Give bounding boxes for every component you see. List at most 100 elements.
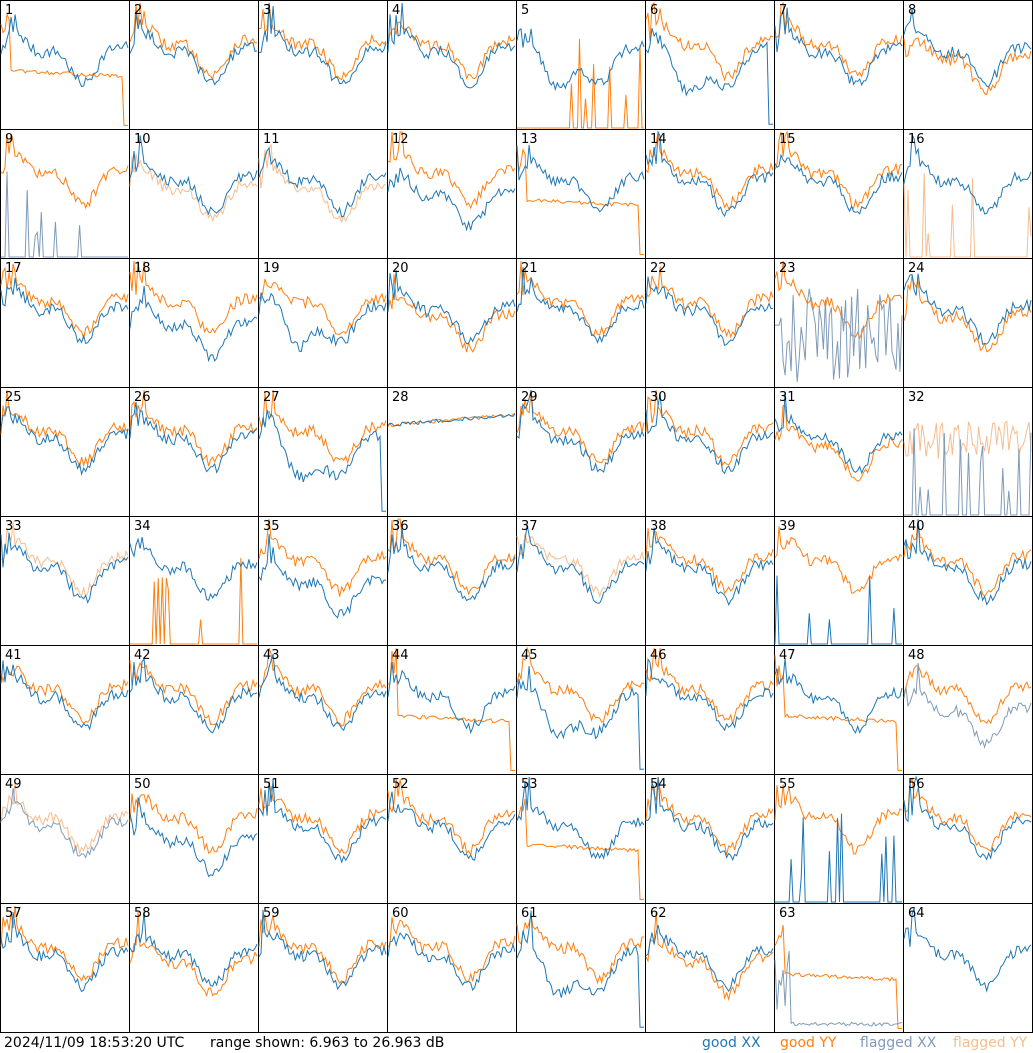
- tile-56: 56: [903, 774, 1033, 904]
- series-yy-line: [516, 533, 645, 599]
- tile-number: 11: [263, 132, 280, 147]
- tile-number: 34: [134, 519, 151, 534]
- series-xx-line: [516, 27, 645, 92]
- tile-11: 11: [258, 129, 388, 259]
- tile-number: 10: [134, 132, 151, 147]
- footer: 2024/11/09 18:53:20 UTC range shown: 6.9…: [0, 1034, 1033, 1053]
- tile-45: 45: [516, 645, 646, 775]
- series-xx-line: [0, 406, 129, 476]
- tile-23: 23: [774, 258, 904, 388]
- series-xx-line: [645, 393, 774, 475]
- series-xx-line: [774, 7, 903, 87]
- series-xx-line: [645, 527, 774, 606]
- tile-number: 43: [263, 648, 280, 663]
- tile-number: 25: [5, 390, 22, 405]
- series-xx-line: [258, 533, 387, 619]
- series-xx-line: [387, 167, 516, 232]
- tile-number: 37: [521, 519, 538, 534]
- series-xx-line: [516, 776, 645, 860]
- series-yy-line: [258, 914, 387, 984]
- tile-number: 44: [392, 648, 409, 663]
- series-xx-line: [516, 524, 645, 604]
- series-xx-line: [645, 657, 774, 732]
- series-yy-line: [516, 389, 645, 464]
- series-xx-line: [0, 277, 129, 345]
- series-yy-line: [387, 131, 516, 210]
- series-xx-line: [0, 532, 129, 604]
- tile-frame: [258, 258, 388, 388]
- tile-35: 35: [258, 516, 388, 646]
- series-yy-line: [258, 647, 387, 727]
- tile-frame: [645, 129, 775, 259]
- series-yy-line: [387, 647, 515, 771]
- series-yy-line: [129, 389, 258, 467]
- tile-number: 46: [650, 648, 667, 663]
- series-xx-line: [903, 775, 1032, 861]
- tile-20: 20: [387, 258, 517, 388]
- series-xx-line: [774, 392, 903, 475]
- series-yy-line: [774, 526, 903, 594]
- series-yy-line: [258, 518, 387, 597]
- tile-21: 21: [516, 258, 646, 388]
- tile-37: 37: [516, 516, 646, 646]
- series-xx-line: [516, 389, 645, 473]
- series-xx-line: [645, 276, 774, 347]
- tile-frame: [129, 387, 259, 517]
- series-yy-line: [387, 518, 516, 596]
- series-yy-line: [903, 420, 1032, 459]
- tile-9: 9: [0, 129, 130, 259]
- tile-number: 59: [263, 906, 280, 921]
- series-xx-line: [258, 409, 386, 512]
- series-yy-line: [645, 776, 774, 856]
- tile-19: 19: [258, 258, 388, 388]
- tile-number: 6: [650, 3, 658, 18]
- series-xx-line: [387, 791, 516, 861]
- tile-number: 5: [521, 3, 529, 18]
- tile-number: 55: [779, 777, 796, 792]
- series-xx-line: [387, 413, 516, 427]
- series-xx-line: [774, 288, 903, 382]
- legend-flagged-xx: flagged XX: [860, 1035, 937, 1051]
- series-yy-line: [903, 275, 1032, 353]
- tile-frame: [645, 258, 775, 388]
- tile-52: 52: [387, 774, 517, 904]
- series-yy-line: [517, 38, 644, 129]
- tile-frame: [645, 516, 775, 646]
- tile-frame: [516, 258, 646, 388]
- tile-number: 3: [263, 3, 271, 18]
- series-xx-line: [774, 951, 903, 1027]
- series-yy-line: [645, 131, 774, 210]
- tile-58: 58: [129, 903, 259, 1033]
- series-xx-line: [387, 269, 516, 345]
- series-yy-line: [258, 144, 387, 224]
- tile-26: 26: [129, 387, 259, 517]
- tile-6: 6: [645, 0, 775, 130]
- series-yy-line: [774, 404, 903, 482]
- tile-frame: [258, 387, 388, 517]
- tile-frame: [645, 0, 775, 130]
- tile-frame: [516, 774, 646, 904]
- tile-number: 17: [5, 261, 22, 276]
- series-yy-line: [774, 655, 902, 771]
- tile-frame: [516, 903, 646, 1033]
- series-yy-line: [258, 389, 387, 465]
- tile-4: 4: [387, 0, 517, 130]
- tile-number: 7: [779, 3, 787, 18]
- tile-number: 26: [134, 390, 151, 405]
- series-yy-line: [774, 1, 903, 78]
- tile-3: 3: [258, 0, 388, 130]
- tile-number: 12: [392, 132, 409, 147]
- tile-39: 39: [774, 516, 904, 646]
- tile-number: 13: [521, 132, 538, 147]
- series-xx-line: [0, 660, 129, 731]
- tile-46: 46: [645, 645, 775, 775]
- tile-frame: [774, 516, 904, 646]
- tile-number: 38: [650, 519, 667, 534]
- tile-frame: [387, 387, 517, 517]
- tile-number: 4: [392, 3, 400, 18]
- series-yy-line: [0, 521, 129, 598]
- tile-32: 32: [903, 387, 1033, 517]
- series-yy-line: [516, 915, 645, 985]
- tile-number: 62: [650, 906, 667, 921]
- tile-frame: [645, 774, 775, 904]
